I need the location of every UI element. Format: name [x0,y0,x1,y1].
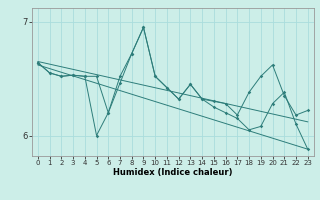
X-axis label: Humidex (Indice chaleur): Humidex (Indice chaleur) [113,168,233,177]
